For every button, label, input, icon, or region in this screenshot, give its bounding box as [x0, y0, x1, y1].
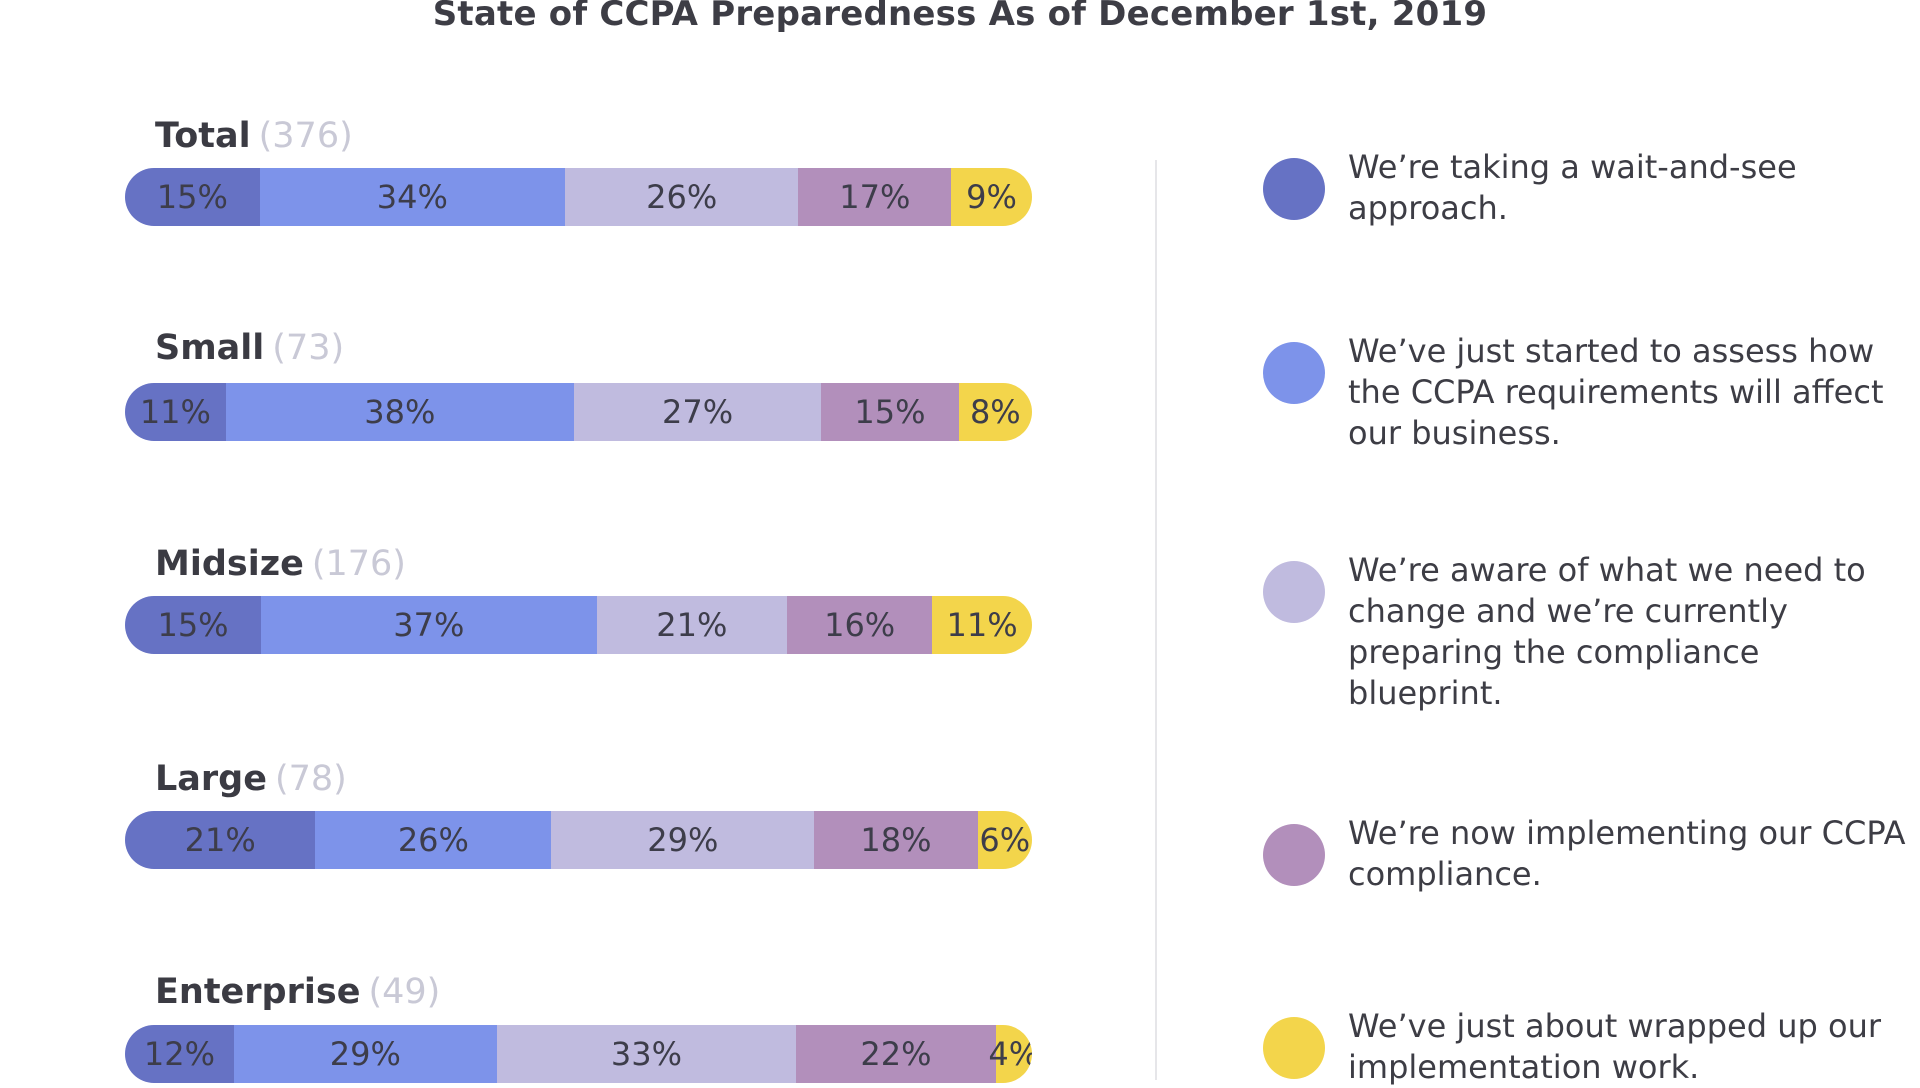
legend-label: We’re aware of what we need to change an… [1348, 551, 1866, 712]
group-count: (73) [272, 328, 345, 368]
bar-segment: 15% [125, 596, 262, 654]
segment-value-label: 17% [839, 178, 911, 216]
segment-value-label: 26% [397, 821, 469, 859]
group-label-enterprise: Enterprise (49) [155, 972, 440, 1012]
bar-segment: 15% [125, 168, 260, 226]
bar-midsize: 15% 37% 21% 16% 11% [125, 596, 1032, 654]
legend-label: We’ve just about wrapped up our implemen… [1348, 1007, 1881, 1086]
legend-label: We’re now implementing our CCPA complian… [1348, 814, 1906, 893]
segment-value-label: 21% [656, 606, 728, 644]
bar-segment: 18% [814, 811, 978, 869]
segment-value-label: 12% [143, 1035, 215, 1073]
group-label-large: Large (78) [155, 759, 347, 799]
legend-swatch-icon [1263, 824, 1325, 886]
segment-value-label: 29% [647, 821, 719, 859]
bar-segment: 37% [261, 596, 597, 654]
group-count: (376) [258, 116, 353, 156]
chart-title: State of CCPA Preparedness As of Decembe… [432, 0, 1488, 34]
bar-segment: 16% [787, 596, 933, 654]
group-label-midsize: Midsize (176) [155, 544, 406, 584]
legend-label: We’re taking a wait-and-see approach. [1348, 148, 1797, 227]
bar-segment: 12% [125, 1025, 234, 1083]
bar-segment: 29% [233, 1025, 497, 1083]
segment-value-label: 4% [988, 1035, 1032, 1073]
bar-segment: 33% [496, 1025, 797, 1083]
bar-segment: 27% [573, 383, 822, 441]
bar-segment: 21% [125, 811, 316, 869]
group-name: Midsize [155, 544, 304, 584]
bar-segment: 26% [315, 811, 552, 869]
legend-swatch-icon [1263, 1017, 1325, 1079]
segment-value-label: 16% [824, 606, 896, 644]
segment-value-label: 15% [156, 178, 228, 216]
segment-value-label: 26% [646, 178, 718, 216]
bar-segment: 4% [988, 1025, 1032, 1083]
segment-value-label: 8% [969, 393, 1021, 431]
segment-value-label: 29% [329, 1035, 401, 1073]
bar-segment: 29% [551, 811, 815, 869]
segment-value-label: 33% [610, 1035, 683, 1073]
group-count: (176) [311, 544, 406, 584]
segment-value-label: 21% [184, 821, 256, 859]
legend-label: We’ve just started to assess how the CCP… [1348, 332, 1884, 452]
segment-value-label: 34% [376, 178, 448, 216]
bar-segment: 11% [932, 596, 1032, 654]
bar-segment: 34% [259, 168, 565, 226]
segment-value-label: 6% [979, 821, 1031, 859]
group-count: (78) [274, 759, 347, 799]
group-name: Small [155, 328, 265, 368]
segment-value-label: 27% [662, 393, 734, 431]
segment-value-label: 11% [946, 606, 1018, 644]
bar-segment: 26% [565, 168, 799, 226]
segment-value-label: 22% [860, 1035, 932, 1073]
bar-segment: 22% [796, 1025, 996, 1083]
group-name: Large [155, 759, 267, 799]
segment-value-label: 38% [364, 393, 436, 431]
bar-segment: 11% [125, 383, 226, 441]
segment-value-label: 9% [966, 178, 1017, 216]
segment-value-label: 18% [860, 821, 932, 859]
group-name: Total [155, 116, 251, 156]
segment-value-label: 15% [854, 393, 926, 431]
bar-segment: 6% [977, 811, 1032, 869]
bar-segment: 9% [951, 168, 1032, 226]
bar-segment: 38% [225, 383, 574, 441]
group-name: Enterprise [155, 972, 361, 1012]
bar-segment: 21% [596, 596, 788, 654]
group-label-small: Small (73) [155, 328, 344, 368]
bar-segment: 17% [798, 168, 952, 226]
segment-value-label: 15% [157, 606, 229, 644]
group-count: (49) [368, 972, 441, 1012]
legend-swatch-icon [1263, 561, 1325, 623]
legend-swatch-icon [1263, 158, 1325, 220]
bar-segment: 15% [821, 383, 959, 441]
bar-large: 21% 26% 29% 18% 6% [125, 811, 1032, 869]
bar-segment: 8% [958, 383, 1032, 441]
bar-total: 15% 34% 26% 17% 9% [125, 168, 1032, 226]
legend-swatch-icon [1263, 342, 1325, 404]
segment-value-label: 11% [139, 393, 211, 431]
group-label-total: Total (376) [155, 116, 353, 156]
chart-divider [1155, 160, 1157, 1080]
segment-value-label: 37% [393, 606, 465, 644]
bar-enterprise: 12% 29% 33% 22% 4% [125, 1025, 1032, 1083]
bar-small: 11% 38% 27% 15% 8% [125, 383, 1032, 441]
